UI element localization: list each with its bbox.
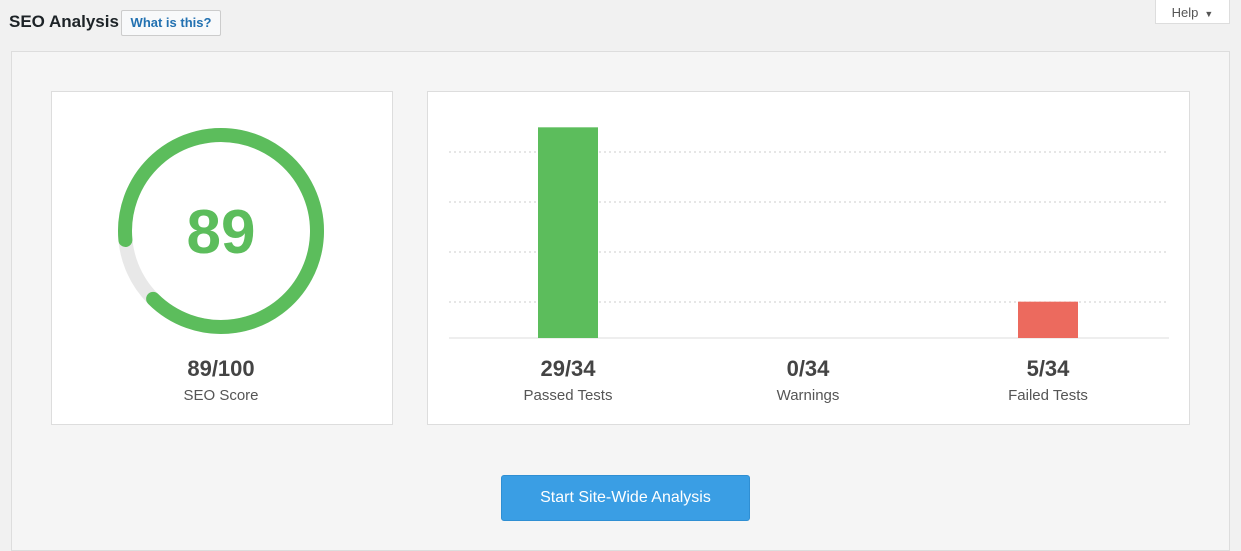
help-arrow: ▼ bbox=[1204, 9, 1214, 19]
score-card bbox=[51, 91, 393, 425]
page-title: SEO Analysis bbox=[9, 12, 119, 31]
what-is-this-button[interactable]: What is this? bbox=[121, 10, 221, 36]
test-count: 29/34 bbox=[540, 356, 596, 381]
test-name: Warnings bbox=[777, 387, 840, 404]
score-caption: SEO Score bbox=[183, 387, 258, 404]
help-label: Help bbox=[1171, 5, 1199, 20]
start-analysis-button[interactable]: Start Site-Wide Analysis bbox=[501, 475, 750, 521]
gauge-value: 89 bbox=[187, 198, 256, 267]
bar bbox=[538, 127, 598, 338]
gauge-arc bbox=[118, 128, 324, 334]
test-count: 5/34 bbox=[1027, 356, 1071, 381]
test-name: Passed Tests bbox=[524, 387, 613, 404]
help-tab[interactable]: Help ▼ bbox=[1155, 0, 1230, 24]
score-label: 89/100 bbox=[187, 356, 254, 381]
bar bbox=[1018, 301, 1078, 338]
test-count: 0/34 bbox=[787, 356, 831, 381]
test-name: Failed Tests bbox=[1008, 387, 1088, 404]
